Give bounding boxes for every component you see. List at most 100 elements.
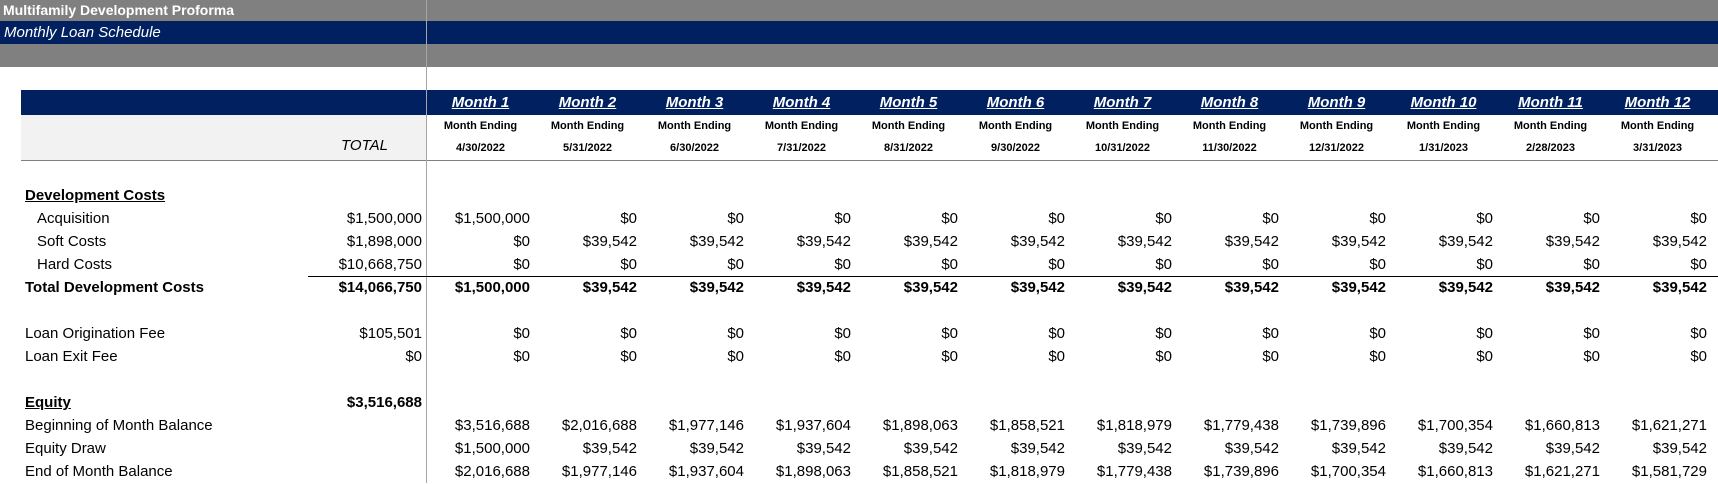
table-cell[interactable]: $1,818,979 — [989, 463, 1065, 480]
table-cell[interactable]: $1,500,000 — [454, 440, 530, 457]
table-cell[interactable]: $0 — [941, 325, 958, 342]
table-cell[interactable]: $39,542 — [582, 279, 637, 296]
table-cell[interactable]: $39,542 — [689, 233, 744, 250]
table-cell[interactable]: $39,542 — [689, 440, 744, 457]
table-cell[interactable]: $39,542 — [796, 440, 851, 457]
table-cell[interactable]: $0 — [727, 210, 744, 227]
table-cell[interactable]: $0 — [620, 325, 637, 342]
table-cell[interactable]: $0 — [513, 256, 530, 273]
table-cell[interactable]: $0 — [1369, 325, 1386, 342]
table-cell[interactable]: $3,516,688 — [454, 417, 530, 434]
table-cell[interactable]: $0 — [1155, 325, 1172, 342]
table-cell[interactable]: $0 — [1690, 325, 1707, 342]
table-cell[interactable]: $0 — [1048, 256, 1065, 273]
table-cell[interactable]: $0 — [1690, 210, 1707, 227]
table-cell[interactable]: $39,542 — [1224, 233, 1279, 250]
table-cell[interactable]: $0 — [513, 325, 530, 342]
table-cell[interactable]: $1,660,813 — [1417, 463, 1493, 480]
table-cell[interactable]: $39,542 — [1010, 279, 1065, 296]
table-cell[interactable]: $0 — [1476, 210, 1493, 227]
table-cell[interactable]: $1,779,438 — [1096, 463, 1172, 480]
table-cell[interactable]: $1,977,146 — [668, 417, 744, 434]
table-cell[interactable]: $0 — [1262, 256, 1279, 273]
table-cell[interactable]: $0 — [1583, 256, 1600, 273]
table-cell[interactable]: $0 — [1155, 256, 1172, 273]
table-cell[interactable]: $1,500,000 — [454, 279, 530, 296]
table-cell[interactable]: $39,542 — [1010, 440, 1065, 457]
table-cell[interactable]: $39,542 — [582, 233, 637, 250]
table-cell[interactable]: $0 — [1369, 348, 1386, 365]
table-cell[interactable]: $0 — [834, 210, 851, 227]
table-cell[interactable]: $0 — [513, 233, 530, 250]
table-cell[interactable]: $1,621,271 — [1524, 463, 1600, 480]
table-cell[interactable]: $0 — [1048, 325, 1065, 342]
table-cell[interactable]: $39,542 — [582, 440, 637, 457]
table-cell[interactable]: $0 — [941, 210, 958, 227]
table-cell[interactable]: $1,937,604 — [668, 463, 744, 480]
table-cell[interactable]: $39,542 — [1331, 279, 1386, 296]
table-cell[interactable]: $0 — [1048, 348, 1065, 365]
table-cell[interactable]: $1,898,063 — [775, 463, 851, 480]
table-cell[interactable]: $39,542 — [1010, 233, 1065, 250]
table-cell[interactable]: $0 — [727, 325, 744, 342]
table-cell[interactable]: $0 — [1262, 325, 1279, 342]
table-cell[interactable]: $39,542 — [1652, 279, 1707, 296]
table-cell[interactable]: $1,937,604 — [775, 417, 851, 434]
table-cell[interactable]: $0 — [1583, 210, 1600, 227]
table-cell[interactable]: $39,542 — [903, 440, 958, 457]
table-cell[interactable]: $0 — [941, 256, 958, 273]
table-cell[interactable]: $0 — [727, 348, 744, 365]
table-cell[interactable]: $0 — [727, 256, 744, 273]
table-cell[interactable]: $1,739,896 — [1203, 463, 1279, 480]
table-cell[interactable]: $39,542 — [1117, 233, 1172, 250]
table-cell[interactable]: $39,542 — [1224, 279, 1279, 296]
table-cell[interactable]: $39,542 — [1545, 440, 1600, 457]
table-cell[interactable]: $1,660,813 — [1524, 417, 1600, 434]
table-cell[interactable]: $1,779,438 — [1203, 417, 1279, 434]
table-cell[interactable]: $39,542 — [1545, 233, 1600, 250]
table-cell[interactable]: $0 — [941, 348, 958, 365]
table-cell[interactable]: $0 — [1476, 325, 1493, 342]
table-cell[interactable]: $0 — [1690, 256, 1707, 273]
table-cell[interactable]: $39,542 — [1652, 440, 1707, 457]
table-cell[interactable]: $0 — [1369, 256, 1386, 273]
table-cell[interactable]: $0 — [1583, 325, 1600, 342]
table-cell[interactable]: $1,858,521 — [882, 463, 958, 480]
table-cell[interactable]: $39,542 — [903, 233, 958, 250]
table-cell[interactable]: $1,700,354 — [1417, 417, 1493, 434]
table-cell[interactable]: $39,542 — [689, 279, 744, 296]
table-cell[interactable]: $0 — [1690, 348, 1707, 365]
table-cell[interactable]: $0 — [1048, 210, 1065, 227]
table-cell[interactable]: $0 — [620, 256, 637, 273]
table-cell[interactable]: $0 — [1476, 256, 1493, 273]
table-cell[interactable]: $0 — [834, 348, 851, 365]
table-cell[interactable]: $0 — [1476, 348, 1493, 365]
table-cell[interactable]: $39,542 — [1438, 279, 1493, 296]
table-cell[interactable]: $1,818,979 — [1096, 417, 1172, 434]
table-cell[interactable]: $39,542 — [1438, 440, 1493, 457]
table-cell[interactable]: $39,542 — [1224, 440, 1279, 457]
table-cell[interactable]: $0 — [1583, 348, 1600, 365]
table-cell[interactable]: $1,700,354 — [1310, 463, 1386, 480]
table-cell[interactable]: $39,542 — [796, 279, 851, 296]
table-cell[interactable]: $0 — [1155, 348, 1172, 365]
table-cell[interactable]: $39,542 — [1438, 233, 1493, 250]
table-cell[interactable]: $1,581,729 — [1631, 463, 1707, 480]
table-cell[interactable]: $39,542 — [1331, 233, 1386, 250]
table-cell[interactable]: $39,542 — [1652, 233, 1707, 250]
table-cell[interactable]: $2,016,688 — [561, 417, 637, 434]
table-cell[interactable]: $1,500,000 — [454, 210, 530, 227]
table-cell[interactable]: $0 — [1155, 210, 1172, 227]
table-cell[interactable]: $39,542 — [1331, 440, 1386, 457]
table-cell[interactable]: $1,898,063 — [882, 417, 958, 434]
table-cell[interactable]: $1,739,896 — [1310, 417, 1386, 434]
table-cell[interactable]: $0 — [620, 210, 637, 227]
table-cell[interactable]: $39,542 — [796, 233, 851, 250]
table-cell[interactable]: $1,621,271 — [1631, 417, 1707, 434]
table-cell[interactable]: $0 — [513, 348, 530, 365]
table-cell[interactable]: $0 — [620, 348, 637, 365]
table-cell[interactable]: $1,858,521 — [989, 417, 1065, 434]
table-cell[interactable]: $2,016,688 — [454, 463, 530, 480]
table-cell[interactable]: $0 — [834, 256, 851, 273]
table-cell[interactable]: $39,542 — [1117, 440, 1172, 457]
